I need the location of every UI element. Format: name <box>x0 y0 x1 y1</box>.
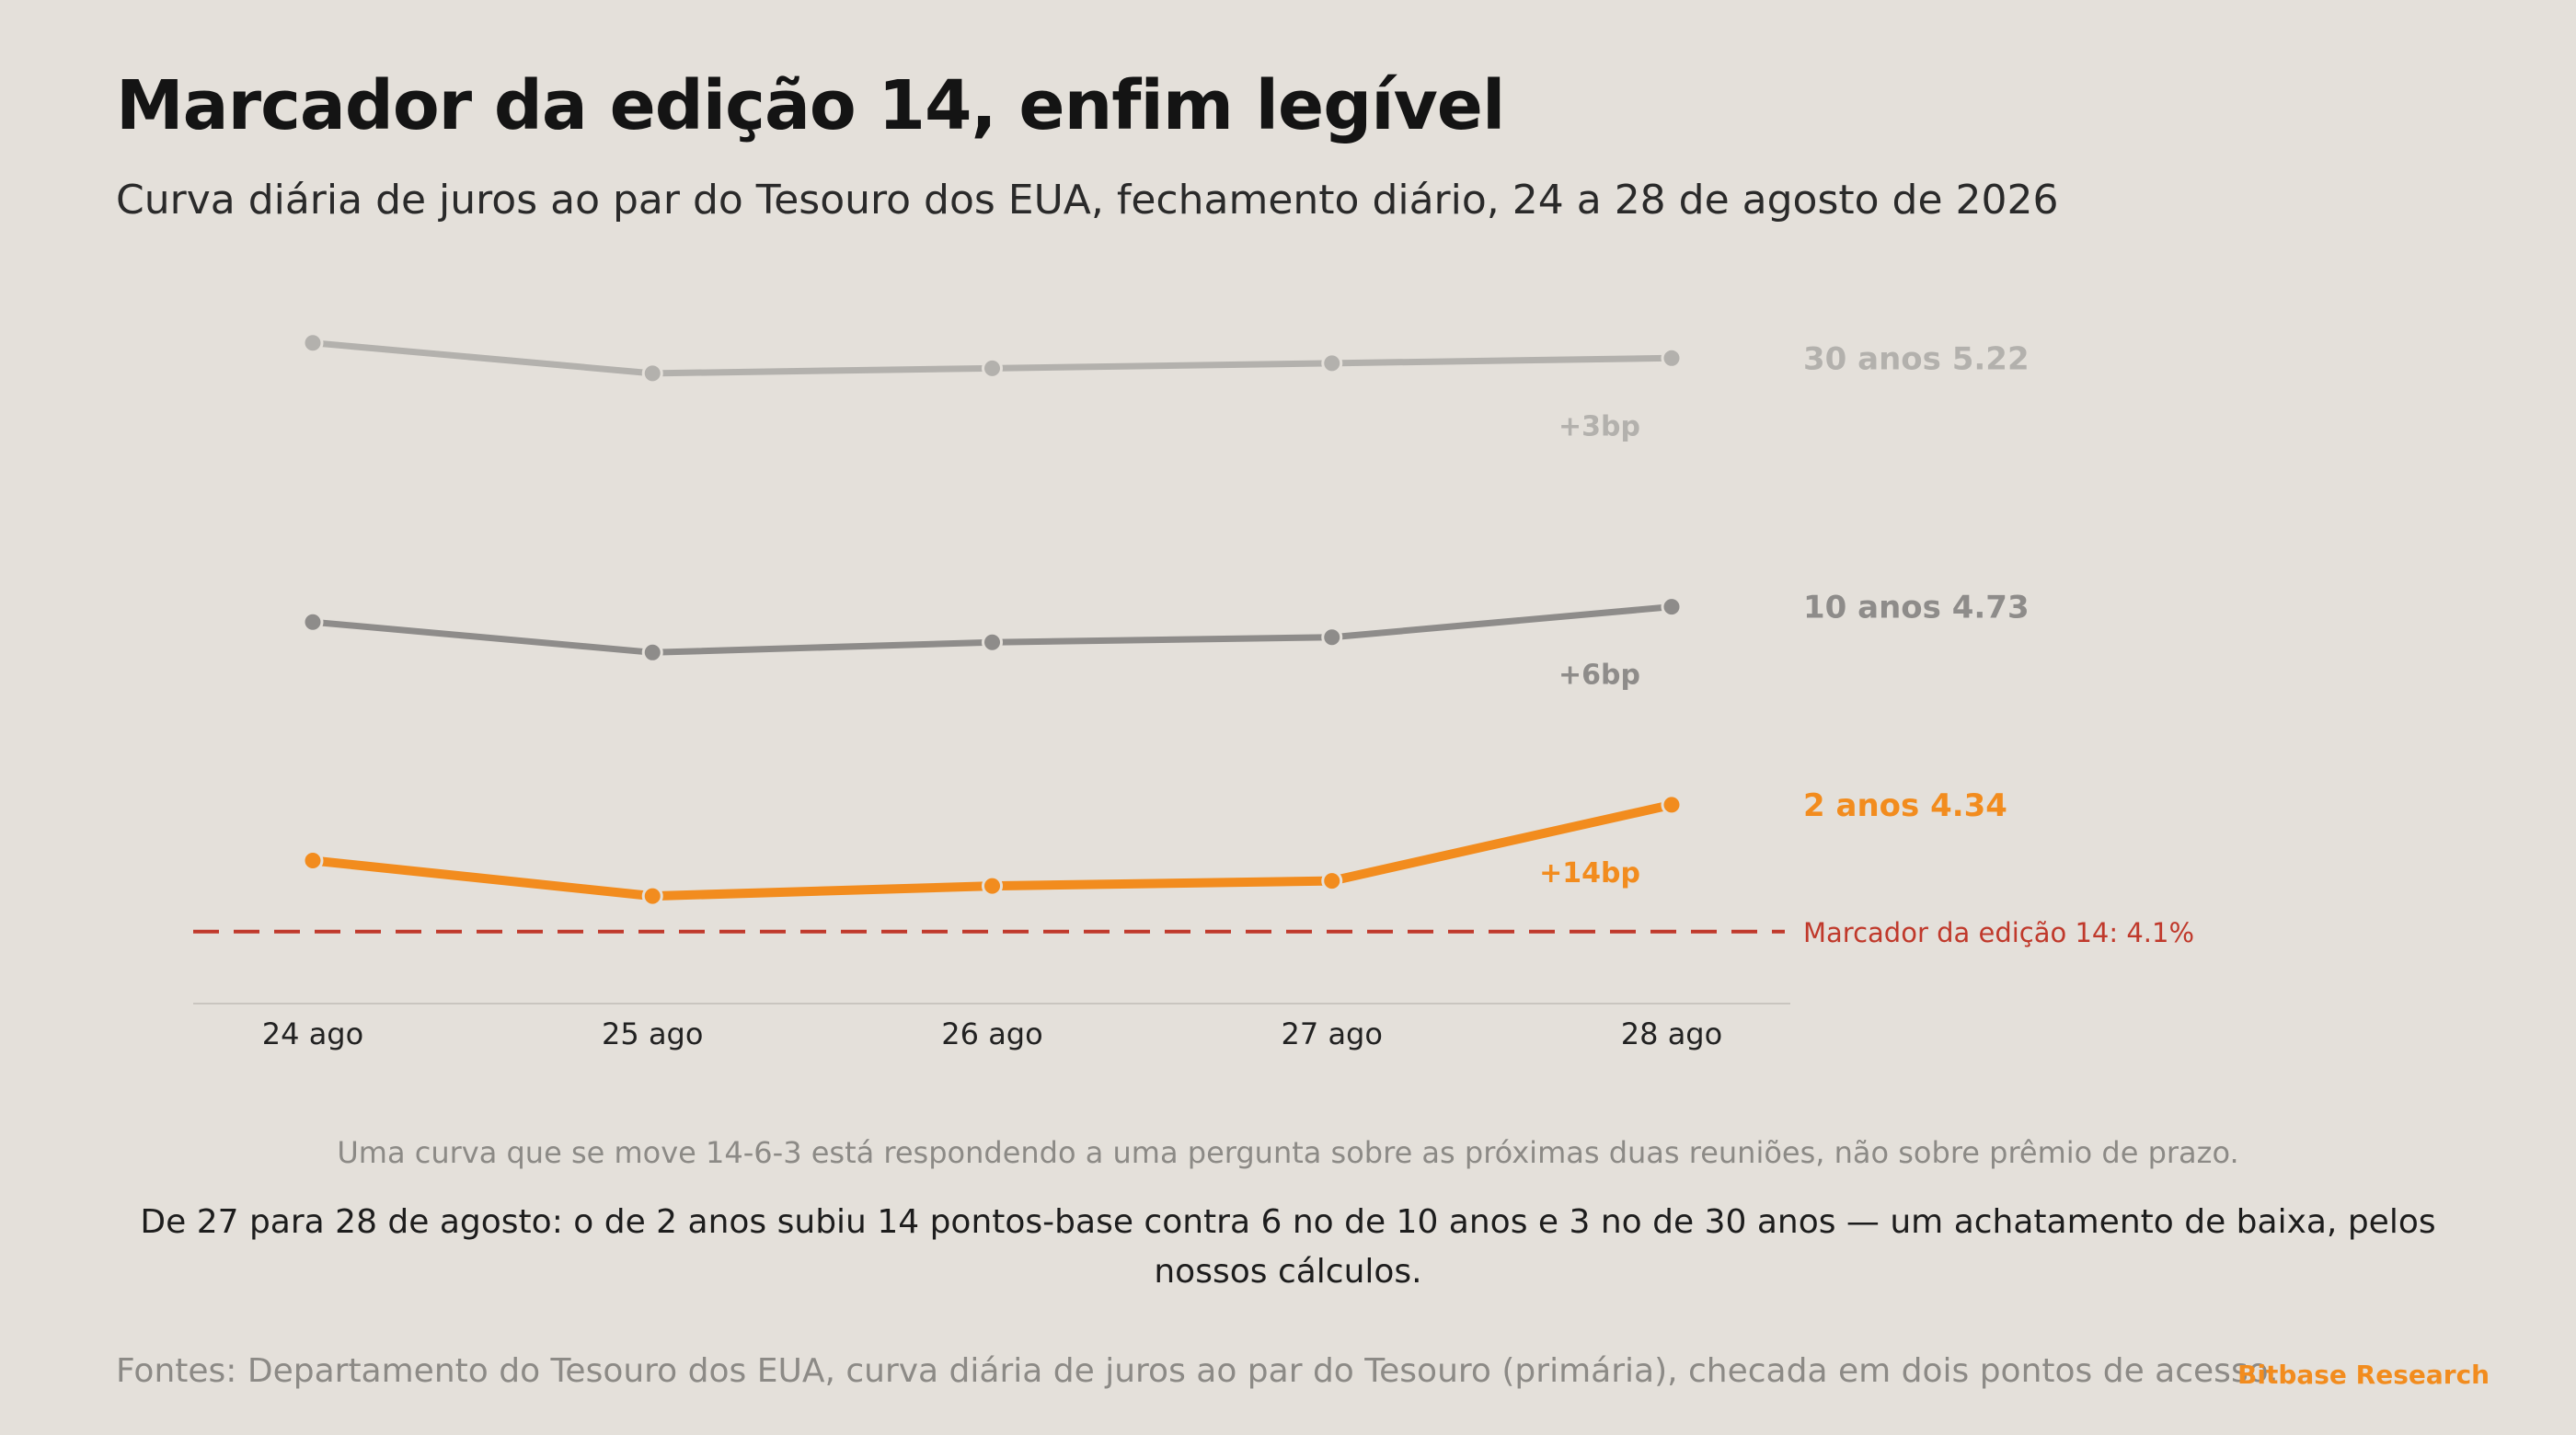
yield-curve-chart: 24 ago 25 ago 26 ago 27 ago 28 ago Marcador d… <box>193 332 2194 1051</box>
series-end-label: 10 anos 4.73 <box>1803 590 2030 626</box>
x-tick-label: 25 ago <box>602 1016 703 1051</box>
x-tick-label: 27 ago <box>1282 1016 1383 1051</box>
change-label: +3bp <box>1558 410 1640 442</box>
data-point <box>1661 794 1683 816</box>
change-label: +14bp <box>1539 857 1640 890</box>
data-point <box>302 332 324 354</box>
series-end-label: 30 anos 5.22 <box>1803 340 2030 377</box>
data-point <box>982 631 1003 653</box>
sources-text: Fontes: Departamento do Tesouro dos EUA,… <box>116 1352 2279 1390</box>
data-point <box>1661 596 1683 618</box>
data-point <box>982 357 1003 379</box>
data-point <box>1661 347 1683 369</box>
data-point <box>641 362 663 385</box>
data-point <box>641 641 663 663</box>
brand-label: Bitbase Research <box>2237 1360 2490 1390</box>
x-tick-label: 26 ago <box>941 1016 1042 1051</box>
x-tick-label: 28 ago <box>1621 1016 1722 1051</box>
data-point <box>1321 626 1343 649</box>
data-point <box>1321 352 1343 374</box>
chart-subtitle: Curva diária de juros ao par do Tesouro … <box>116 177 2059 224</box>
chart-note-small: Uma curva que se move 14-6-3 está respon… <box>337 1135 2239 1170</box>
x-tick-label: 24 ago <box>262 1016 363 1051</box>
data-point <box>302 850 324 872</box>
data-point <box>1321 870 1343 892</box>
data-point <box>641 885 663 907</box>
chart-title: Marcador da edição 14, enfim legível <box>116 66 1505 145</box>
chart-note-main: De 27 para 28 de agosto: o de 2 anos sub… <box>140 1203 2436 1291</box>
reference-line-label: Marcador da edição 14: 4.1% <box>1803 917 2194 948</box>
change-label: +6bp <box>1558 660 1640 692</box>
series-end-label: 2 anos 4.34 <box>1803 787 2007 824</box>
data-point <box>982 875 1003 897</box>
data-point <box>302 611 324 633</box>
